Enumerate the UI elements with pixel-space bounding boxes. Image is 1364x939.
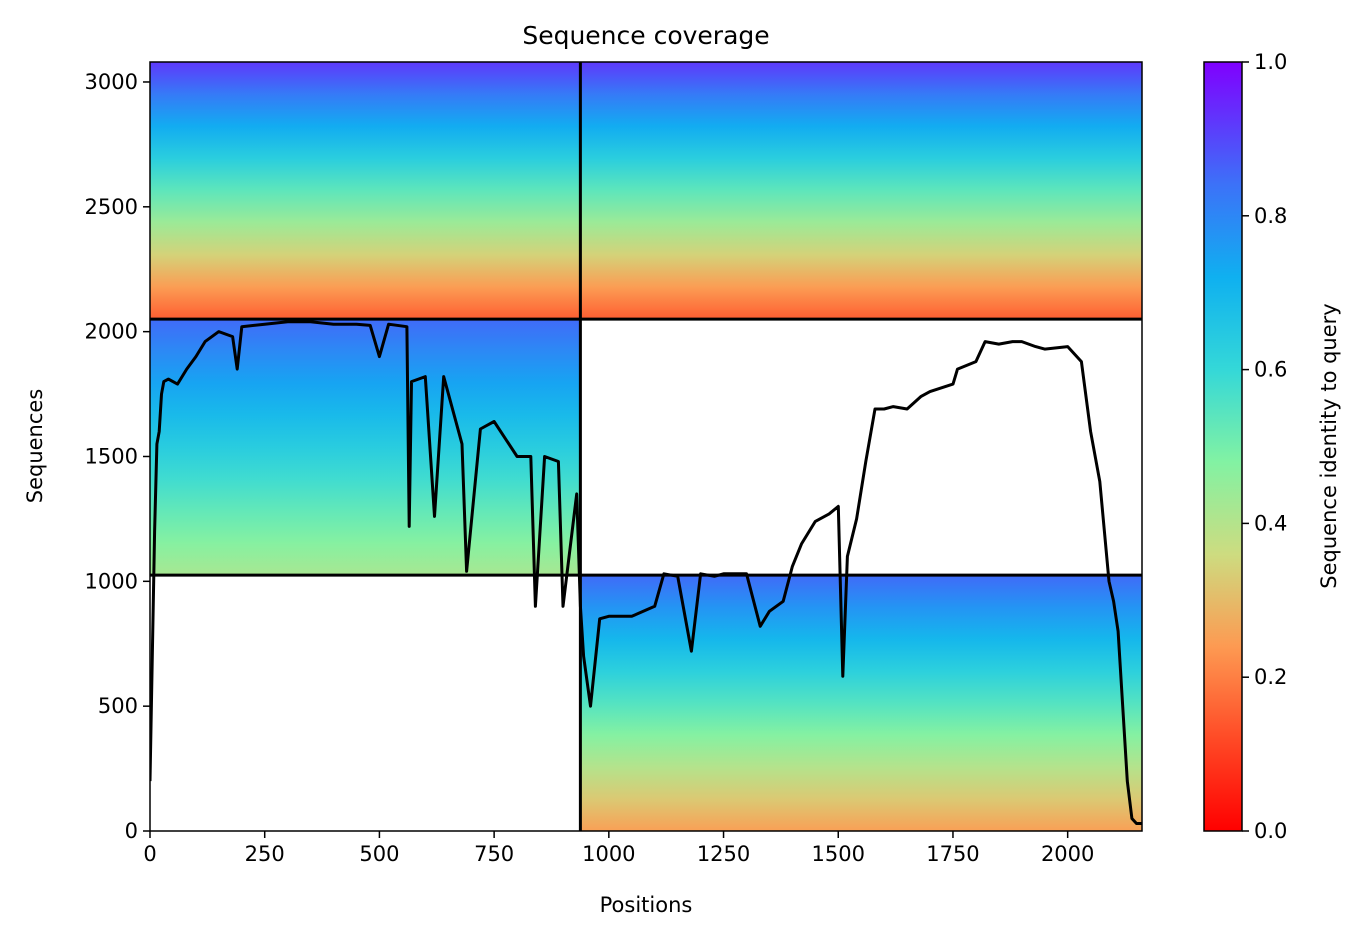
x-axis-label: Positions <box>600 893 693 917</box>
colorbar-gradient <box>1203 61 1243 832</box>
colorbar: 0.0 0.2 0.4 0.6 0.8 1.0 Sequence identity to … <box>1203 50 1341 843</box>
y-tick-label: 0 <box>125 819 138 843</box>
coverage-line <box>150 320 1142 825</box>
heatmap-block <box>150 62 581 320</box>
plot-area <box>150 62 1142 831</box>
colorbar-tick-label: 1.0 <box>1254 50 1287 74</box>
chart-title: Sequence coverage <box>522 21 769 50</box>
y-tick-label: 1000 <box>85 569 138 593</box>
plot-frame <box>149 61 1143 832</box>
x-axis-ticks: 0 250 500 750 1000 1250 1500 1750 2000 <box>143 831 1094 866</box>
y-tick-label: 1500 <box>85 444 138 468</box>
x-tick-label: 500 <box>359 842 399 866</box>
y-axis-ticks: 0 500 1000 1500 2000 2500 3000 <box>85 70 150 843</box>
colorbar-label: Sequence identity to query <box>1317 303 1341 588</box>
colorbar-tick-label: 0.2 <box>1254 665 1287 689</box>
x-tick-label: 250 <box>245 842 285 866</box>
colorbar-tick-label: 0.4 <box>1254 511 1287 535</box>
y-tick-label: 2000 <box>85 320 138 344</box>
y-tick-label: 2500 <box>85 195 138 219</box>
x-tick-label: 750 <box>474 842 514 866</box>
x-tick-label: 1750 <box>926 842 979 866</box>
y-tick-label: 500 <box>98 694 138 718</box>
x-tick-label: 0 <box>143 842 156 866</box>
heatmap-block <box>580 62 1142 320</box>
x-tick-label: 1000 <box>582 842 635 866</box>
y-axis-label: Sequences <box>23 389 47 504</box>
y-tick-label: 3000 <box>85 70 138 94</box>
colorbar-ticks: 0.0 0.2 0.4 0.6 0.8 1.0 <box>1242 50 1287 843</box>
colorbar-tick-label: 0.8 <box>1254 204 1287 228</box>
colorbar-tick-label: 0.6 <box>1254 358 1287 382</box>
heatmap-block <box>580 575 1142 831</box>
heatmap-block <box>150 319 581 576</box>
chain-boundary-lines <box>150 62 1142 831</box>
x-tick-label: 2000 <box>1041 842 1094 866</box>
heatmap-blocks <box>150 62 1142 831</box>
x-tick-label: 1250 <box>697 842 750 866</box>
colorbar-tick-label: 0.0 <box>1254 819 1287 843</box>
x-tick-label: 1500 <box>812 842 865 866</box>
